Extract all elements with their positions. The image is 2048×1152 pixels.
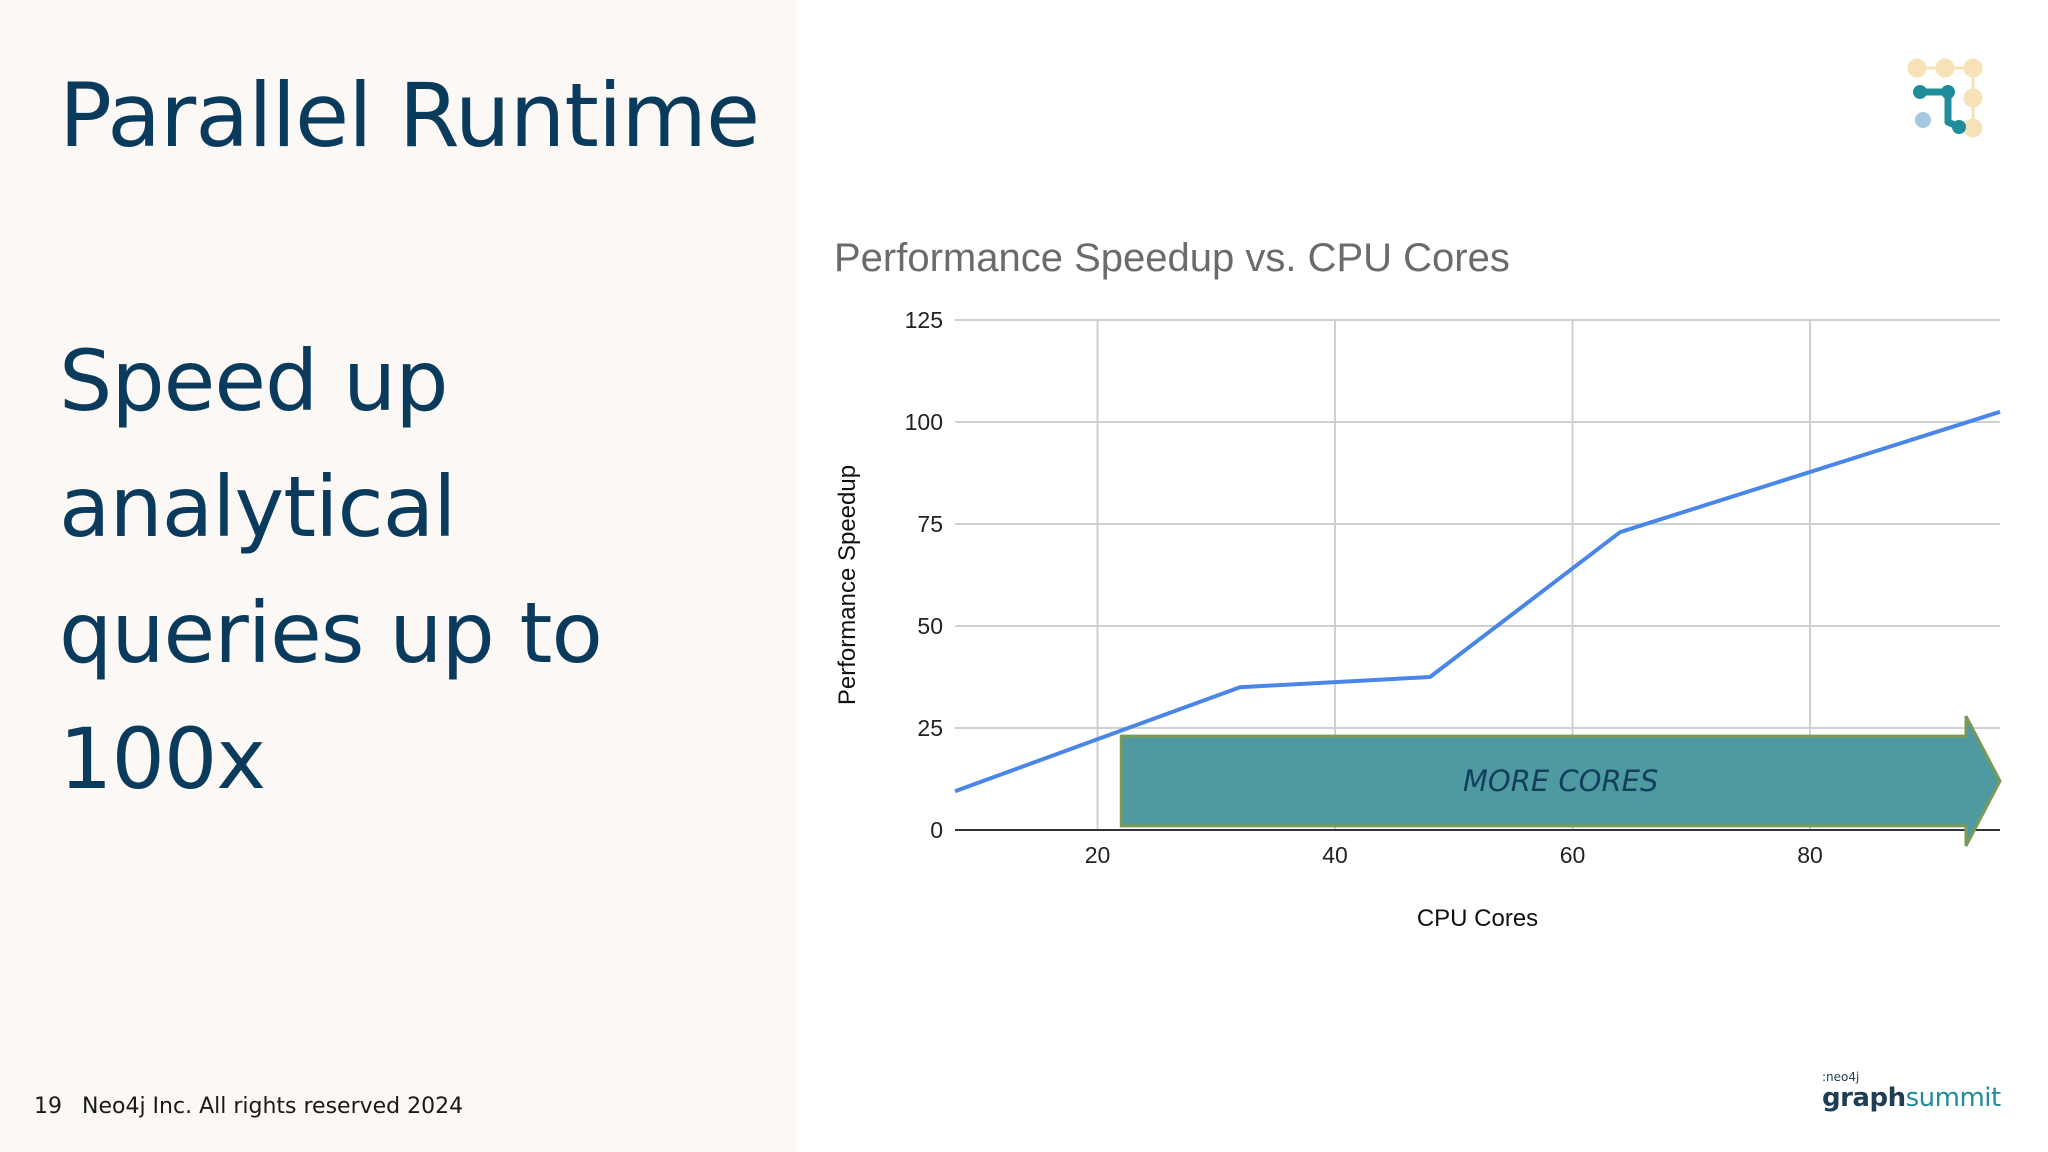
x-axis-label: CPU Cores xyxy=(1417,905,1538,932)
line-chart: 0 25 50 75 100 125 20 40 60 80 MORE CORES CPU Cores… xyxy=(834,307,2002,932)
brand-small-text: :neo4j xyxy=(1822,1070,1860,1084)
left-panel xyxy=(0,0,796,1152)
y-tick-label: 25 xyxy=(917,715,943,741)
slide-title: Parallel Runtime xyxy=(59,64,760,167)
copyright-text: Neo4j Inc. All rights reserved 2024 xyxy=(82,1094,464,1119)
page-number: 19 xyxy=(34,1094,62,1119)
graphsummit-brand: :neo4j graphsummit xyxy=(1822,1070,2001,1113)
x-tick-label: 40 xyxy=(1322,842,1348,868)
y-tick-label: 50 xyxy=(917,613,943,639)
slide-subtitle: Speed up analytical queries up to 100x xyxy=(59,332,603,808)
x-tick-label: 20 xyxy=(1085,842,1111,868)
more-cores-label: MORE CORES xyxy=(1463,764,1659,798)
speedup-series-line xyxy=(954,409,2001,794)
y-tick-label: 125 xyxy=(905,307,943,333)
more-cores-arrow xyxy=(1119,715,2002,847)
y-axis-label: Performance Speedup xyxy=(834,465,861,705)
y-tick-label: 100 xyxy=(905,409,943,435)
footer: 19 Neo4j Inc. All rights reserved 2024 xyxy=(34,1094,463,1119)
x-tick-label: 60 xyxy=(1560,842,1586,868)
brand-graph-text: graph xyxy=(1822,1083,1906,1113)
x-tick-label: 80 xyxy=(1797,842,1823,868)
chart-title: Performance Speedup vs. CPU Cores xyxy=(834,236,1510,280)
brand-wordmark: graphsummit xyxy=(1822,1083,2001,1113)
brand-summit-text: summit xyxy=(1905,1083,2002,1113)
y-tick-label: 0 xyxy=(930,817,943,843)
y-tick-label: 75 xyxy=(917,511,943,537)
graph-nodes-logo-icon xyxy=(1907,58,1983,138)
